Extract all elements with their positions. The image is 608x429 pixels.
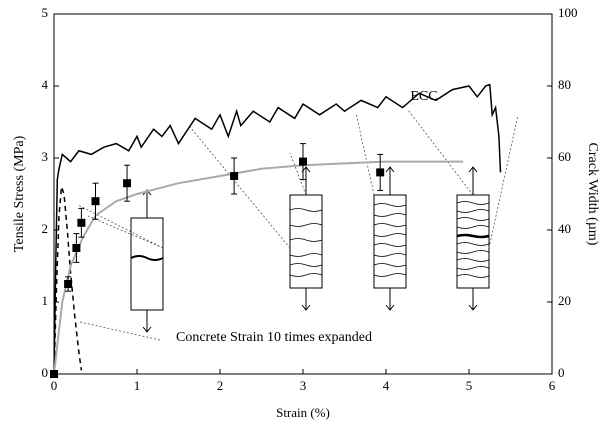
series-line (53, 186, 83, 375)
x-tick-label: 6 (549, 378, 556, 393)
x-tick-label: 4 (383, 378, 390, 393)
x-tick-label: 2 (217, 378, 224, 393)
y2-tick-label: 20 (558, 293, 571, 308)
x-axis-label: Strain (%) (276, 405, 330, 420)
plot-frame (53, 13, 553, 375)
marker (72, 244, 81, 252)
y2-tick-label: 60 (558, 149, 571, 164)
annotation: ECC (410, 89, 437, 104)
y2-tick-label: 0 (558, 365, 565, 380)
y2-axis-label: Crack Width (µm) (585, 143, 600, 246)
y-tick-label: 3 (42, 149, 49, 164)
marker (376, 168, 385, 177)
y2-tick-label: 80 (558, 77, 571, 92)
marker (230, 172, 239, 180)
y-axis-label: Tensile Stress (MPa) (12, 135, 27, 252)
y-tick-label: 1 (42, 293, 49, 308)
x-tick-label: 5 (466, 378, 473, 393)
y-tick-label: 4 (42, 77, 49, 92)
y-tick-label: 0 (42, 365, 49, 380)
x-tick-label: 1 (134, 378, 141, 393)
y2-tick-label: 40 (558, 221, 571, 236)
x-tick-label: 0 (51, 378, 58, 393)
x-tick-label: 3 (300, 378, 307, 393)
y-tick-label: 5 (42, 5, 49, 20)
y2-tick-label: 100 (558, 5, 578, 20)
y-tick-label: 2 (42, 221, 49, 236)
marker (91, 197, 100, 206)
marker (64, 280, 73, 288)
crack-diagrams (77, 109, 519, 341)
series-line (53, 83, 502, 375)
marker (123, 179, 132, 188)
marker (299, 157, 307, 166)
annotation: Concrete Strain 10 times expanded (176, 330, 372, 345)
marker (50, 370, 58, 378)
marker (77, 218, 86, 227)
